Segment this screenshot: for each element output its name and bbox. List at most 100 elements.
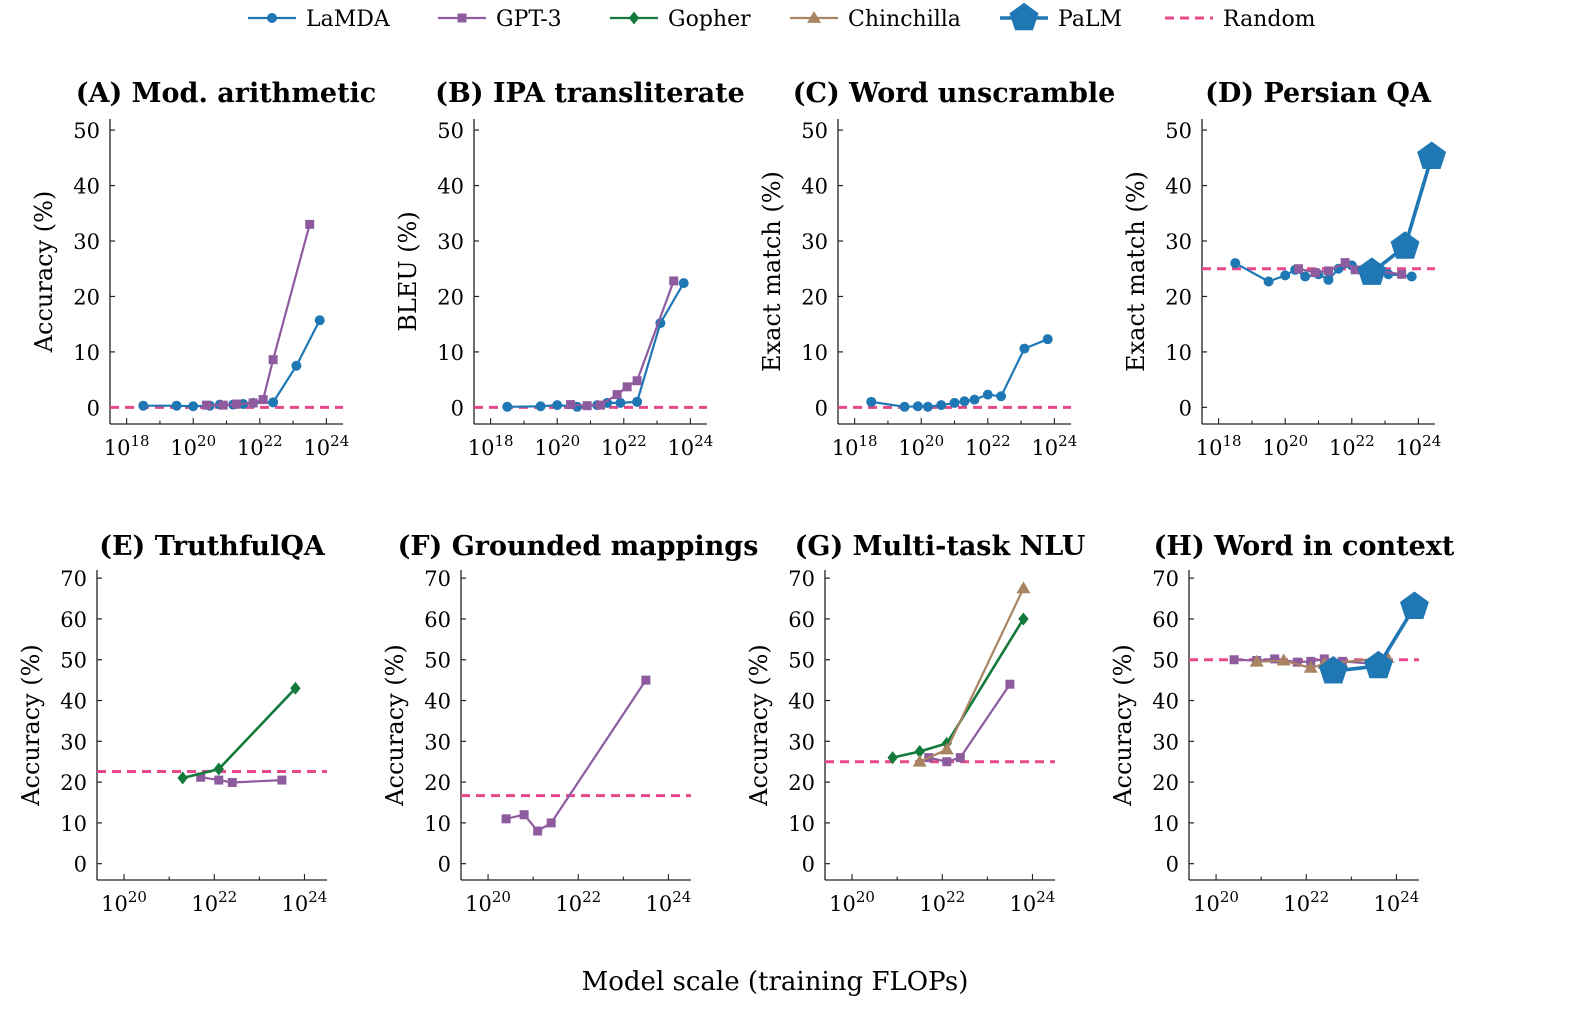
data-point (1406, 271, 1417, 282)
data-point (268, 397, 279, 408)
data-point (502, 401, 513, 412)
y-axis-label: Accuracy (%) (1109, 644, 1137, 807)
y-axis-label: Accuracy (%) (17, 644, 45, 807)
data-point (1276, 653, 1291, 666)
y-tick-label: 20 (1152, 771, 1179, 795)
data-point (1340, 258, 1350, 268)
data-point (231, 399, 241, 409)
legend: LaMDA GPT-3 Gopher Chinchilla PaLM Random (248, 2, 1316, 32)
data-point (1280, 270, 1291, 281)
data-point (214, 775, 224, 785)
data-point (519, 810, 529, 820)
y-tick-label: 50 (424, 649, 451, 673)
x-tick-label: 1022 (919, 888, 965, 916)
data-point (914, 745, 925, 759)
panel-title: (C) Word unscramble (793, 78, 1116, 109)
data-point (227, 778, 237, 788)
y-tick-label: 10 (437, 341, 464, 365)
data-point (248, 398, 258, 408)
data-point (1019, 343, 1030, 354)
data-point (982, 389, 993, 400)
x-tick-label: 1022 (1283, 888, 1329, 916)
data-point (171, 400, 182, 411)
y-tick-label: 50 (801, 119, 828, 143)
panel-title: (G) Multi-task NLU (795, 531, 1086, 562)
data-point (641, 675, 651, 685)
series-gpt-3 (566, 276, 679, 411)
y-tick-label: 20 (424, 771, 451, 795)
data-point (138, 400, 149, 411)
panel-title: (E) TruthfulQA (99, 531, 326, 562)
y-tick-label: 40 (60, 690, 87, 714)
data-point (996, 391, 1007, 402)
x-tick-label: 1024 (1010, 888, 1056, 916)
legend-marker (457, 13, 467, 23)
data-point (290, 681, 301, 695)
y-tick-label: 50 (788, 649, 815, 673)
series-palm (1318, 591, 1429, 684)
data-point (955, 753, 965, 763)
y-tick-label: 50 (1152, 649, 1179, 673)
legend-entry-random: Random (1165, 7, 1316, 32)
x-tick-label: 1020 (170, 432, 216, 460)
y-tick-label: 10 (424, 812, 451, 836)
y-tick-label: 60 (788, 608, 815, 632)
series-lamda (866, 334, 1053, 412)
data-point (969, 394, 980, 405)
legend-label: Chinchilla (848, 7, 961, 32)
data-point (1417, 141, 1447, 169)
data-point (552, 400, 563, 411)
data-point (936, 400, 947, 411)
data-point (258, 395, 268, 405)
legend-label: Gopher (668, 7, 751, 32)
series-gpt-3 (501, 675, 651, 836)
series-line-gpt-3 (570, 280, 675, 407)
data-point (615, 397, 626, 408)
y-tick-label: 20 (788, 771, 815, 795)
y-tick-label: 20 (73, 285, 100, 309)
series-chinchilla (912, 581, 1031, 767)
data-point (213, 762, 224, 776)
x-tick-label: 1020 (1193, 888, 1239, 916)
y-tick-label: 20 (801, 285, 828, 309)
data-point (305, 219, 315, 229)
x-tick-label: 1022 (237, 432, 283, 460)
y-axis-label: Exact match (%) (1122, 171, 1150, 372)
data-point (1018, 612, 1029, 626)
x-tick-label: 1024 (303, 432, 349, 460)
y-tick-label: 0 (1179, 396, 1192, 420)
panel-title: (D) Persian QA (1205, 78, 1432, 109)
x-tick-label: 1024 (646, 888, 692, 916)
y-tick-label: 10 (1165, 341, 1192, 365)
data-point (678, 278, 689, 289)
y-tick-label: 0 (451, 396, 464, 420)
data-point (1263, 276, 1274, 287)
data-point (1229, 655, 1239, 665)
data-point (1318, 656, 1348, 684)
data-point (1323, 266, 1333, 276)
y-tick-label: 0 (87, 396, 100, 420)
y-tick-label: 60 (1152, 608, 1179, 632)
x-tick-label: 1020 (465, 888, 511, 916)
x-tick-label: 1020 (534, 432, 580, 460)
x-tick-label: 1020 (898, 432, 944, 460)
data-point (669, 276, 679, 286)
y-tick-label: 30 (1152, 730, 1179, 754)
x-tick-label: 1022 (965, 432, 1011, 460)
data-point (1397, 269, 1407, 279)
data-point (1270, 654, 1280, 664)
panel-title: (A) Mod. arithmetic (76, 78, 376, 109)
data-point (268, 355, 278, 365)
y-tick-label: 30 (424, 730, 451, 754)
legend-label: Random (1223, 7, 1316, 32)
data-point (959, 396, 970, 407)
x-tick-label: 1020 (1262, 432, 1308, 460)
y-tick-label: 70 (788, 567, 815, 591)
legend-entry-gopher: Gopher (610, 7, 751, 32)
series-line-lamda (507, 282, 685, 408)
